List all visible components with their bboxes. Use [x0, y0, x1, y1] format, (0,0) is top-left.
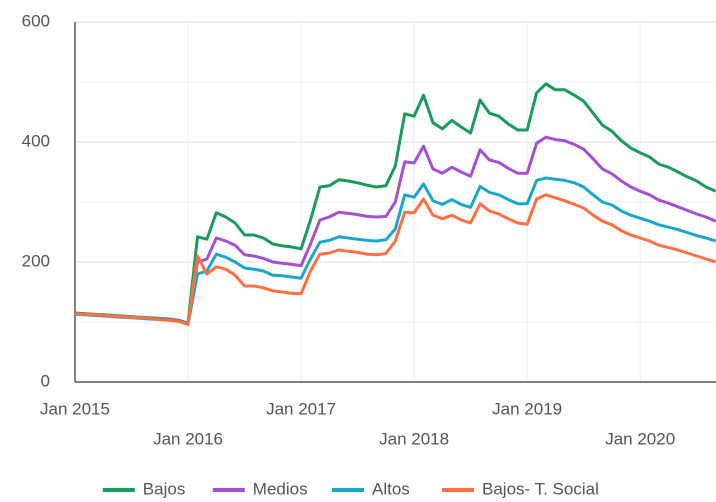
x-tick-label: Jan 2017 [266, 399, 336, 418]
x-tick-label: Jan 2016 [153, 429, 223, 448]
legend-label: Altos [372, 479, 410, 498]
legend-label: Bajos [143, 479, 186, 498]
y-tick-label: 200 [22, 251, 50, 270]
legend-label: Bajos- T. Social [482, 479, 599, 498]
x-tick-label: Jan 2015 [40, 399, 110, 418]
y-tick-label: 400 [22, 131, 50, 150]
series-line [74, 193, 716, 326]
x-tick-label: Jan 2018 [379, 429, 449, 448]
x-tick-label: Jan 2019 [492, 399, 562, 418]
legend-label: Medios [253, 479, 308, 498]
y-tick-label: 600 [22, 11, 50, 30]
x-tick-label: Jan 2020 [605, 429, 675, 448]
y-tick-label: 0 [41, 371, 50, 390]
